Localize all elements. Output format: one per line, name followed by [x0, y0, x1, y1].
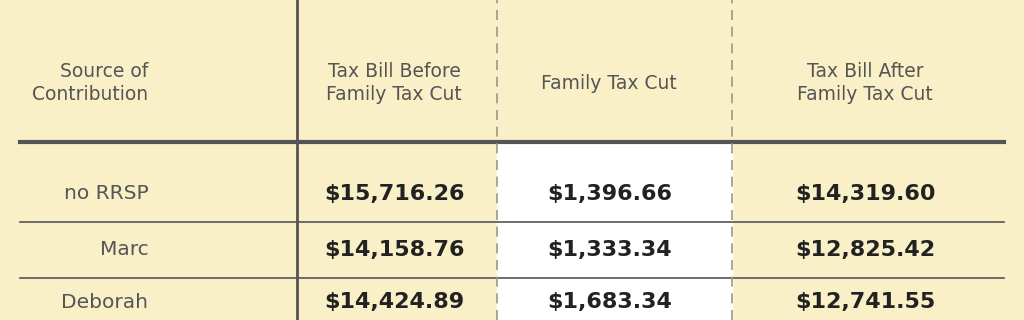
Text: $14,424.89: $14,424.89: [325, 292, 464, 312]
Text: Family Tax Cut: Family Tax Cut: [542, 74, 677, 93]
Text: Marc: Marc: [100, 240, 148, 259]
Text: $12,825.42: $12,825.42: [796, 240, 935, 260]
Text: $15,716.26: $15,716.26: [324, 184, 465, 204]
Text: $1,396.66: $1,396.66: [547, 184, 672, 204]
Bar: [497, 142, 732, 320]
Text: $1,333.34: $1,333.34: [547, 240, 672, 260]
Text: $14,158.76: $14,158.76: [324, 240, 465, 260]
Text: Tax Bill Before
Family Tax Cut: Tax Bill Before Family Tax Cut: [327, 62, 462, 104]
Text: $1,683.34: $1,683.34: [547, 292, 672, 312]
Text: $14,319.60: $14,319.60: [795, 184, 936, 204]
Text: no RRSP: no RRSP: [63, 184, 148, 203]
Text: Tax Bill After
Family Tax Cut: Tax Bill After Family Tax Cut: [798, 62, 933, 104]
Text: $12,741.55: $12,741.55: [796, 292, 935, 312]
Text: Deborah: Deborah: [61, 293, 148, 312]
Text: Source of
Contribution: Source of Contribution: [33, 62, 148, 104]
